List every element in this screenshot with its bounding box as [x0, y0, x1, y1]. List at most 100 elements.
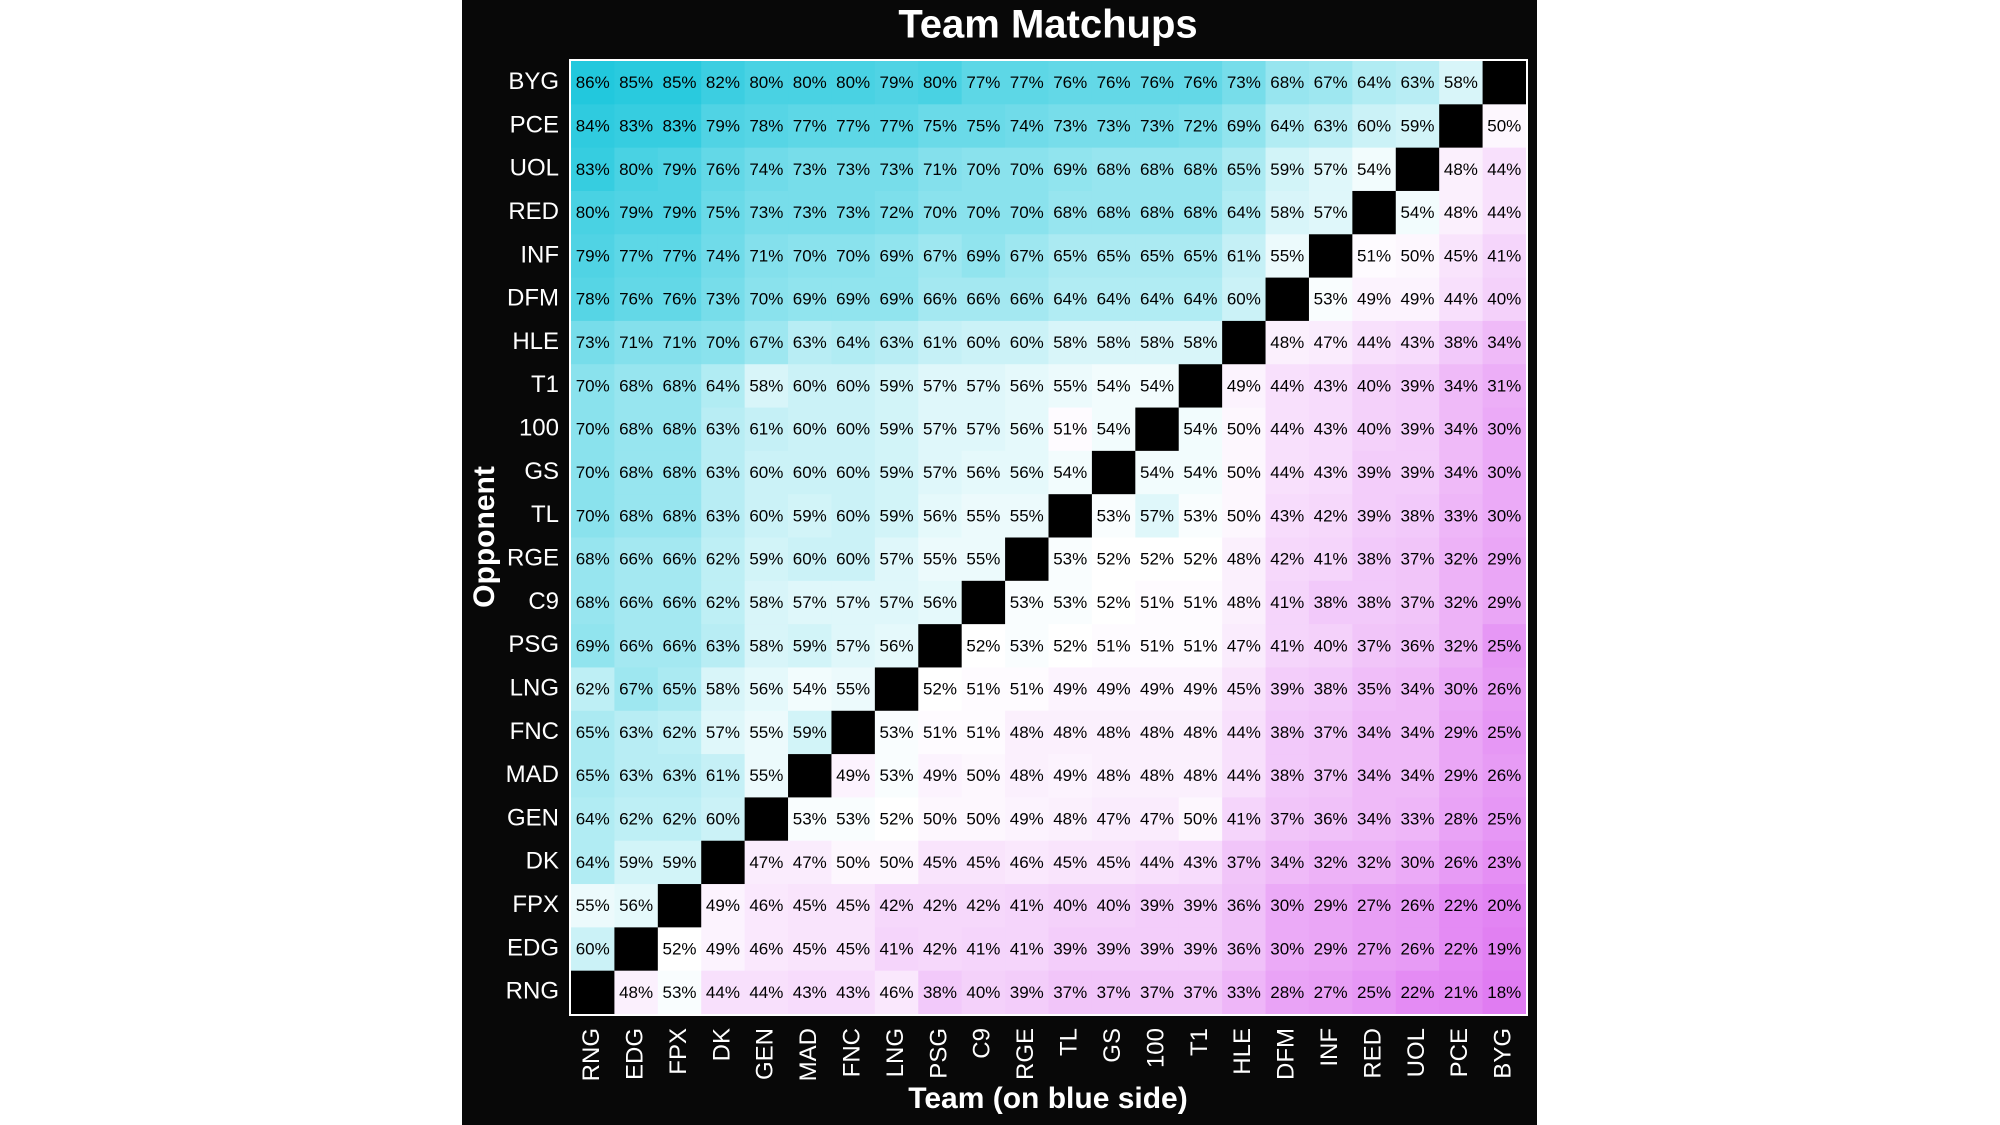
cell: [1048, 407, 1093, 452]
cell-label: 50%: [836, 853, 870, 872]
cell: [657, 970, 702, 1015]
cell-label: 43%: [793, 983, 827, 1002]
cell-label: 52%: [1097, 550, 1131, 569]
cell-label: 51%: [1053, 420, 1087, 439]
cell-label: 58%: [1183, 333, 1217, 352]
cell: [1439, 277, 1484, 322]
cell: [1308, 61, 1353, 105]
cell: [1439, 61, 1484, 105]
cell-label: 48%: [1097, 723, 1131, 742]
cell: [1482, 320, 1527, 365]
cell-label: 30%: [1487, 506, 1521, 525]
cell: [1482, 754, 1527, 798]
cell-label: 37%: [1400, 550, 1434, 569]
cell: [1222, 537, 1267, 582]
cell: [614, 797, 659, 842]
cell: [1048, 147, 1093, 192]
cell-label: 77%: [619, 246, 653, 265]
cell-label: 29%: [1314, 940, 1348, 959]
cell: [1091, 147, 1136, 192]
cell-label: 69%: [1053, 160, 1087, 179]
x-tick-label: UOL: [1403, 1028, 1430, 1077]
cell-label: 54%: [1053, 463, 1087, 482]
y-tick-label: RED: [508, 198, 559, 225]
cell: [1265, 754, 1310, 798]
cell: [1308, 537, 1353, 582]
cell-label: 47%: [1314, 333, 1348, 352]
cell-label: 64%: [576, 810, 610, 829]
cell-label: 57%: [880, 593, 914, 612]
cell-label: 77%: [966, 73, 1000, 92]
cell-label: 37%: [1097, 983, 1131, 1002]
cell-label: 57%: [923, 376, 957, 395]
cell: [1352, 364, 1397, 409]
cell-label: 55%: [836, 680, 870, 699]
cell: [1352, 667, 1397, 712]
cell-label: 38%: [923, 983, 957, 1002]
cell-label: 79%: [706, 116, 740, 135]
cell-label: 37%: [1270, 810, 1304, 829]
cell-label: 47%: [1227, 636, 1261, 655]
cell-label: 79%: [619, 203, 653, 222]
cell: [1439, 754, 1484, 798]
cell: [1439, 537, 1484, 582]
x-tick-label: GEN: [752, 1028, 779, 1080]
cell-label: 51%: [1097, 636, 1131, 655]
y-tick-label: HLE: [512, 328, 559, 355]
cell: [701, 884, 746, 928]
cell: [1439, 494, 1484, 538]
cell-label: 68%: [663, 420, 697, 439]
cell-label: 54%: [1140, 376, 1174, 395]
cell: [614, 840, 659, 885]
cell: [1308, 580, 1353, 625]
cell-label: 45%: [836, 940, 870, 959]
cell: [831, 104, 876, 149]
cell: [657, 754, 702, 798]
cell-label: 63%: [619, 723, 653, 742]
cell: [1222, 624, 1267, 668]
cell: [1222, 580, 1267, 625]
cell: [1178, 797, 1223, 842]
diagonal-cell: [1308, 234, 1353, 279]
cell: [918, 884, 963, 928]
cell: [1265, 927, 1310, 972]
cell: [1005, 320, 1049, 365]
cell: [1352, 61, 1397, 105]
cell-label: 54%: [1183, 463, 1217, 482]
cell-label: 73%: [836, 203, 870, 222]
y-tick-label: TL: [531, 501, 559, 528]
cell: [1395, 970, 1440, 1015]
cell-label: 68%: [576, 593, 610, 612]
cell: [874, 104, 919, 149]
cell-label: 30%: [1444, 680, 1478, 699]
cell-label: 63%: [706, 636, 740, 655]
cell: [1395, 407, 1440, 452]
cell-label: 52%: [966, 636, 1000, 655]
cell: [614, 61, 659, 105]
cell-label: 42%: [1270, 550, 1304, 569]
cell-label: 48%: [619, 983, 653, 1002]
cell: [831, 234, 876, 279]
cell-label: 59%: [619, 853, 653, 872]
cell: [701, 190, 746, 235]
cell-label: 73%: [1227, 73, 1261, 92]
cell: [571, 450, 615, 495]
cell-label: 39%: [1357, 463, 1391, 482]
cell: [1005, 450, 1049, 495]
cell: [1308, 970, 1353, 1015]
cell-label: 46%: [749, 940, 783, 959]
cell-label: 62%: [663, 810, 697, 829]
cell-label: 29%: [1487, 550, 1521, 569]
cell-label: 48%: [1053, 810, 1087, 829]
cell: [614, 970, 659, 1015]
cell: [614, 710, 659, 755]
cell-label: 70%: [793, 246, 827, 265]
cell-label: 80%: [576, 203, 610, 222]
cell: [701, 407, 746, 452]
cell-label: 58%: [749, 636, 783, 655]
cell: [1048, 277, 1093, 322]
cell: [1135, 537, 1180, 582]
cell: [1308, 754, 1353, 798]
cell-label: 45%: [836, 896, 870, 915]
cell: [1005, 624, 1049, 668]
